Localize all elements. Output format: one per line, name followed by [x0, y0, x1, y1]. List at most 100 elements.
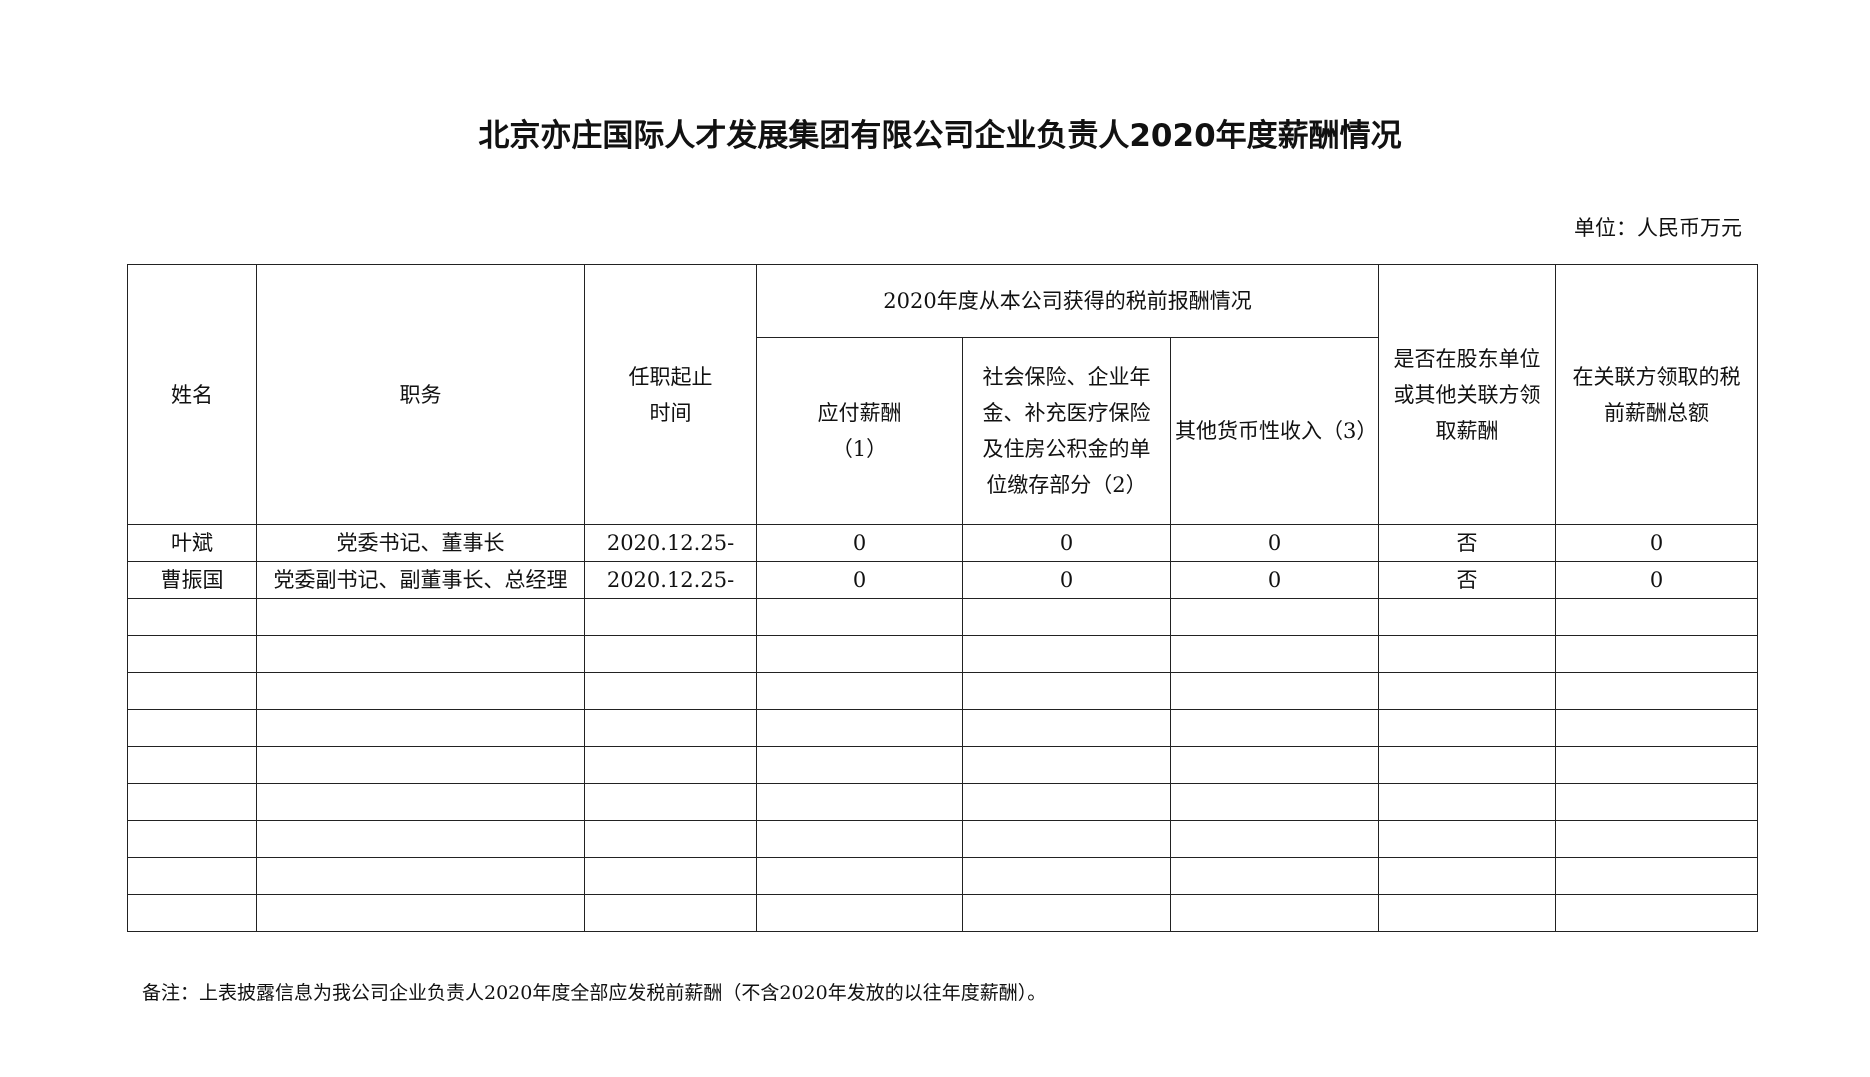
table-cell — [127, 709, 257, 747]
table-cell: 0 — [962, 524, 1171, 562]
table-cell — [1170, 709, 1379, 747]
empty-row — [127, 672, 1758, 710]
table-cell — [1170, 635, 1379, 673]
table-cell — [1170, 672, 1379, 710]
table-cell: 叶斌 — [127, 524, 257, 562]
table-cell: 0 — [1170, 561, 1379, 599]
table-cell — [1170, 598, 1379, 636]
table-cell — [127, 783, 257, 821]
table-cell — [756, 857, 963, 895]
empty-row — [127, 746, 1758, 784]
table-cell — [584, 820, 757, 858]
header-name: 姓名 — [127, 264, 257, 525]
table-cell — [256, 894, 585, 932]
table-cell — [127, 746, 257, 784]
page-title: 北京亦庄国际人才发展集团有限公司企业负责人2020年度薪酬情况 — [478, 118, 1402, 154]
table-cell — [756, 783, 963, 821]
table-cell — [127, 598, 257, 636]
header-other: 其他货币性收入（3） — [1170, 337, 1379, 525]
table-cell — [962, 894, 1171, 932]
table-cell — [256, 709, 585, 747]
table-cell — [584, 672, 757, 710]
table-cell: 0 — [1555, 561, 1758, 599]
table-cell: 0 — [756, 524, 963, 562]
table-cell: 否 — [1378, 524, 1556, 562]
table-cell — [962, 598, 1171, 636]
empty-row — [127, 857, 1758, 895]
table-cell — [584, 857, 757, 895]
table-row: 叶斌 党委书记、董事长 2020.12.25- 0 0 0 否 0 — [127, 524, 1758, 562]
table-cell — [584, 894, 757, 932]
table-cell — [256, 783, 585, 821]
table-cell — [127, 820, 257, 858]
table-row: 曹振国 党委副书记、副董事长、总经理 2020.12.25- 0 0 0 否 0 — [127, 561, 1758, 599]
table-cell: 党委书记、董事长 — [256, 524, 585, 562]
table-cell: 否 — [1378, 561, 1556, 599]
empty-row — [127, 635, 1758, 673]
table-cell — [256, 672, 585, 710]
table-cell — [962, 635, 1171, 673]
table-cell: 曹振国 — [127, 561, 257, 599]
table-cell — [1555, 709, 1758, 747]
table-cell — [1170, 894, 1379, 932]
table-cell — [256, 820, 585, 858]
table-cell — [1555, 635, 1758, 673]
table-cell: 0 — [962, 561, 1171, 599]
table-cell — [1555, 746, 1758, 784]
table-cell — [1378, 635, 1556, 673]
table-cell: 0 — [756, 561, 963, 599]
table-cell — [962, 672, 1171, 710]
table-cell — [584, 746, 757, 784]
header-related: 是否在股东单位或其他关联方领取薪酬 — [1378, 264, 1556, 525]
table-cell — [962, 783, 1171, 821]
table-cell: 2020.12.25- — [584, 561, 757, 599]
table-cell — [256, 635, 585, 673]
table-cell — [584, 783, 757, 821]
table-cell — [1555, 820, 1758, 858]
table-cell — [1378, 857, 1556, 895]
table-cell — [1170, 746, 1379, 784]
table-cell: 0 — [1170, 524, 1379, 562]
table-cell — [1555, 857, 1758, 895]
table-cell — [1555, 894, 1758, 932]
table-cell — [962, 746, 1171, 784]
table-cell — [256, 746, 585, 784]
table-cell: 0 — [1555, 524, 1758, 562]
table-cell — [756, 820, 963, 858]
table-cell: 2020.12.25- — [584, 524, 757, 562]
table-cell — [127, 672, 257, 710]
table-cell — [1170, 820, 1379, 858]
table-cell — [1170, 857, 1379, 895]
table-cell — [756, 635, 963, 673]
table-cell — [1378, 783, 1556, 821]
table-cell — [756, 746, 963, 784]
header-related-total: 在关联方领取的税前薪酬总额 — [1555, 264, 1758, 525]
table-cell — [756, 894, 963, 932]
table-cell — [256, 857, 585, 895]
header-term: 任职起止时间 — [584, 264, 757, 525]
table-cell — [962, 709, 1171, 747]
table-cell — [1378, 598, 1556, 636]
table-cell — [256, 598, 585, 636]
table-cell: 党委副书记、副董事长、总经理 — [256, 561, 585, 599]
table-cell — [756, 672, 963, 710]
empty-row — [127, 820, 1758, 858]
table-cell — [1555, 672, 1758, 710]
table-cell — [1170, 783, 1379, 821]
empty-row — [127, 709, 1758, 747]
table-cell — [756, 598, 963, 636]
table-cell — [584, 598, 757, 636]
table-cell — [1378, 894, 1556, 932]
header-group: 2020年度从本公司获得的税前报酬情况 — [756, 264, 1379, 338]
table-cell — [1378, 709, 1556, 747]
table-cell — [1378, 672, 1556, 710]
unit-label: 单位：人民币万元 — [1574, 216, 1742, 240]
table-cell — [962, 820, 1171, 858]
table-cell — [127, 857, 257, 895]
table-cell — [1378, 746, 1556, 784]
empty-row — [127, 598, 1758, 636]
table-cell — [584, 709, 757, 747]
footnote: 备注：上表披露信息为我公司企业负责人2020年度全部应发税前薪酬（不含2020年… — [142, 982, 1047, 1004]
table-cell — [1555, 598, 1758, 636]
table-cell — [127, 894, 257, 932]
